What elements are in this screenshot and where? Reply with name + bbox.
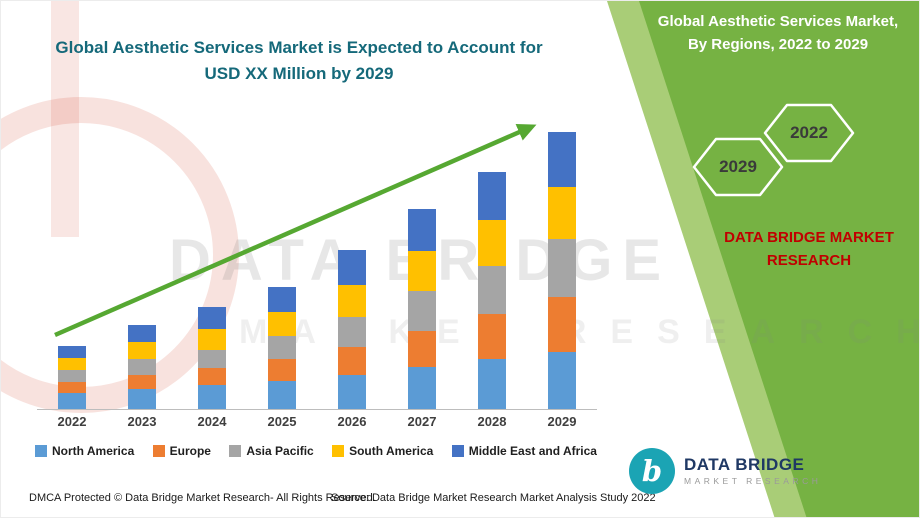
brand-text-line2: RESEARCH bbox=[766, 251, 852, 269]
hexagon-2022-outline bbox=[763, 103, 855, 163]
legend-swatch-icon bbox=[152, 445, 165, 457]
bar-segment-europe bbox=[408, 331, 436, 367]
bar-segment-asia-pacific bbox=[408, 291, 436, 331]
bar-segment-europe bbox=[548, 297, 576, 352]
bar-column bbox=[107, 325, 177, 409]
legend-swatch-icon bbox=[229, 445, 242, 457]
bar-segment-north-america bbox=[268, 381, 296, 409]
legend-item: Asia Pacific bbox=[229, 444, 314, 458]
bar-segment-asia-pacific bbox=[128, 359, 156, 375]
legend-item: South America bbox=[332, 444, 433, 458]
x-axis-label: 2024 bbox=[197, 414, 227, 429]
bar-segment-europe bbox=[128, 375, 156, 389]
logo-name: DATA BRIDGE bbox=[684, 454, 805, 474]
x-axis-label: 2025 bbox=[267, 414, 297, 429]
bar-segment-south-america bbox=[198, 329, 226, 350]
bar-segment-middle-east-and-africa bbox=[58, 346, 86, 358]
x-axis-label: 2029 bbox=[547, 414, 577, 429]
x-axis-label: 2026 bbox=[337, 414, 367, 429]
bar-segment-north-america bbox=[128, 389, 156, 409]
bar-segment-asia-pacific bbox=[338, 317, 366, 347]
bar-segment-north-america bbox=[548, 352, 576, 409]
bar-segment-middle-east-and-africa bbox=[268, 287, 296, 312]
bar-segment-middle-east-and-africa bbox=[198, 307, 226, 329]
legend-label: Middle East and Africa bbox=[468, 444, 597, 458]
bar-segment-south-america bbox=[338, 285, 366, 317]
bar-segment-middle-east-and-africa bbox=[338, 250, 366, 285]
bar-column bbox=[387, 209, 457, 409]
legend-item: North America bbox=[35, 444, 134, 458]
bar-column bbox=[457, 172, 527, 409]
bar-plot bbox=[37, 119, 597, 410]
x-axis-labels: 2022 2023 2024 2025 2026 2027 2028 2029 bbox=[37, 414, 597, 429]
source-note: Source: Data Bridge Market Research Mark… bbox=[331, 492, 656, 504]
chart-legend: North America Europe Asia Pacific South Ame… bbox=[35, 444, 597, 458]
legend-swatch-icon bbox=[451, 445, 464, 457]
bar-segment-asia-pacific bbox=[268, 336, 296, 359]
bar-segment-asia-pacific bbox=[478, 266, 506, 314]
panel-title-line1: Global Aesthetic Services Market, bbox=[657, 13, 899, 30]
legend-label: South America bbox=[349, 444, 434, 458]
chart-title-line2: USD XX Million by 2029 bbox=[204, 64, 394, 84]
bar-segment-south-america bbox=[268, 312, 296, 336]
bar-segment-middle-east-and-africa bbox=[478, 172, 506, 220]
bar-column bbox=[247, 287, 317, 409]
hexagon-label-2029: 2029 bbox=[719, 157, 757, 176]
hexagons-graphic bbox=[692, 103, 855, 197]
logo-tagline: MARKET RESEARCH bbox=[684, 476, 822, 487]
bar-segment-europe bbox=[338, 347, 366, 375]
legend-item: Middle East and Africa bbox=[451, 444, 597, 458]
legend-item: Europe bbox=[152, 444, 211, 458]
hexagon-2029-outline bbox=[692, 137, 784, 197]
bar-column bbox=[527, 132, 597, 409]
bar-segment-south-america bbox=[128, 342, 156, 359]
legend-label: North America bbox=[52, 444, 135, 458]
bar-segment-europe bbox=[268, 359, 296, 381]
bar-segment-south-america bbox=[58, 358, 86, 370]
x-axis-label: 2022 bbox=[57, 414, 87, 429]
hexagon-label-2022: 2022 bbox=[790, 123, 828, 142]
legend-swatch-icon bbox=[35, 445, 47, 457]
x-axis-label: 2023 bbox=[127, 414, 157, 429]
bar-segment-north-america bbox=[408, 367, 436, 409]
bar-segment-asia-pacific bbox=[58, 370, 86, 382]
panel-title-line2: By Regions, 2022 to 2029 bbox=[687, 35, 869, 53]
bar-column bbox=[317, 250, 387, 409]
bar-segment-north-america bbox=[338, 375, 366, 409]
bar-segment-north-america bbox=[58, 393, 86, 409]
bar-segment-north-america bbox=[478, 359, 506, 409]
brand-text: DATA BRIDGE MARKET RESEARCH bbox=[701, 227, 917, 272]
x-axis-label: 2028 bbox=[477, 414, 507, 429]
dmca-notice: DMCA Protected © Data Bridge Market Rese… bbox=[29, 492, 376, 504]
bar-segment-middle-east-and-africa bbox=[548, 132, 576, 187]
bar-segment-europe bbox=[478, 314, 506, 359]
legend-swatch-icon bbox=[332, 445, 345, 457]
bar-segment-middle-east-and-africa bbox=[408, 209, 436, 251]
bar-segment-south-america bbox=[408, 251, 436, 291]
bar-segment-asia-pacific bbox=[198, 350, 226, 368]
legend-label: Asia Pacific bbox=[246, 444, 314, 458]
chart-title: Global Aesthetic Services Market is Expe… bbox=[45, 35, 553, 88]
data-bridge-logo-icon: b bbox=[629, 448, 675, 494]
bar-segment-north-america bbox=[198, 385, 226, 409]
x-axis-label: 2027 bbox=[407, 414, 437, 429]
legend-label: Europe bbox=[169, 444, 211, 458]
data-bridge-logo: b DATA BRIDGE MARKET RESEARCH bbox=[629, 448, 821, 494]
bar-segment-south-america bbox=[548, 187, 576, 239]
bar-column bbox=[177, 307, 247, 409]
bar-segment-south-america bbox=[478, 220, 506, 266]
logo-text-block: DATA BRIDGE MARKET RESEARCH bbox=[684, 454, 822, 487]
brand-text-line1: DATA BRIDGE MARKET bbox=[724, 229, 894, 246]
bar-segment-asia-pacific bbox=[548, 239, 576, 297]
bar-segment-middle-east-and-africa bbox=[128, 325, 156, 342]
bar-column bbox=[37, 346, 107, 409]
bar-segment-europe bbox=[198, 368, 226, 385]
bar-segment-europe bbox=[58, 382, 86, 393]
chart-title-line1: Global Aesthetic Services Market is Expe… bbox=[55, 38, 543, 57]
panel-title: Global Aesthetic Services Market, By Reg… bbox=[649, 11, 907, 56]
